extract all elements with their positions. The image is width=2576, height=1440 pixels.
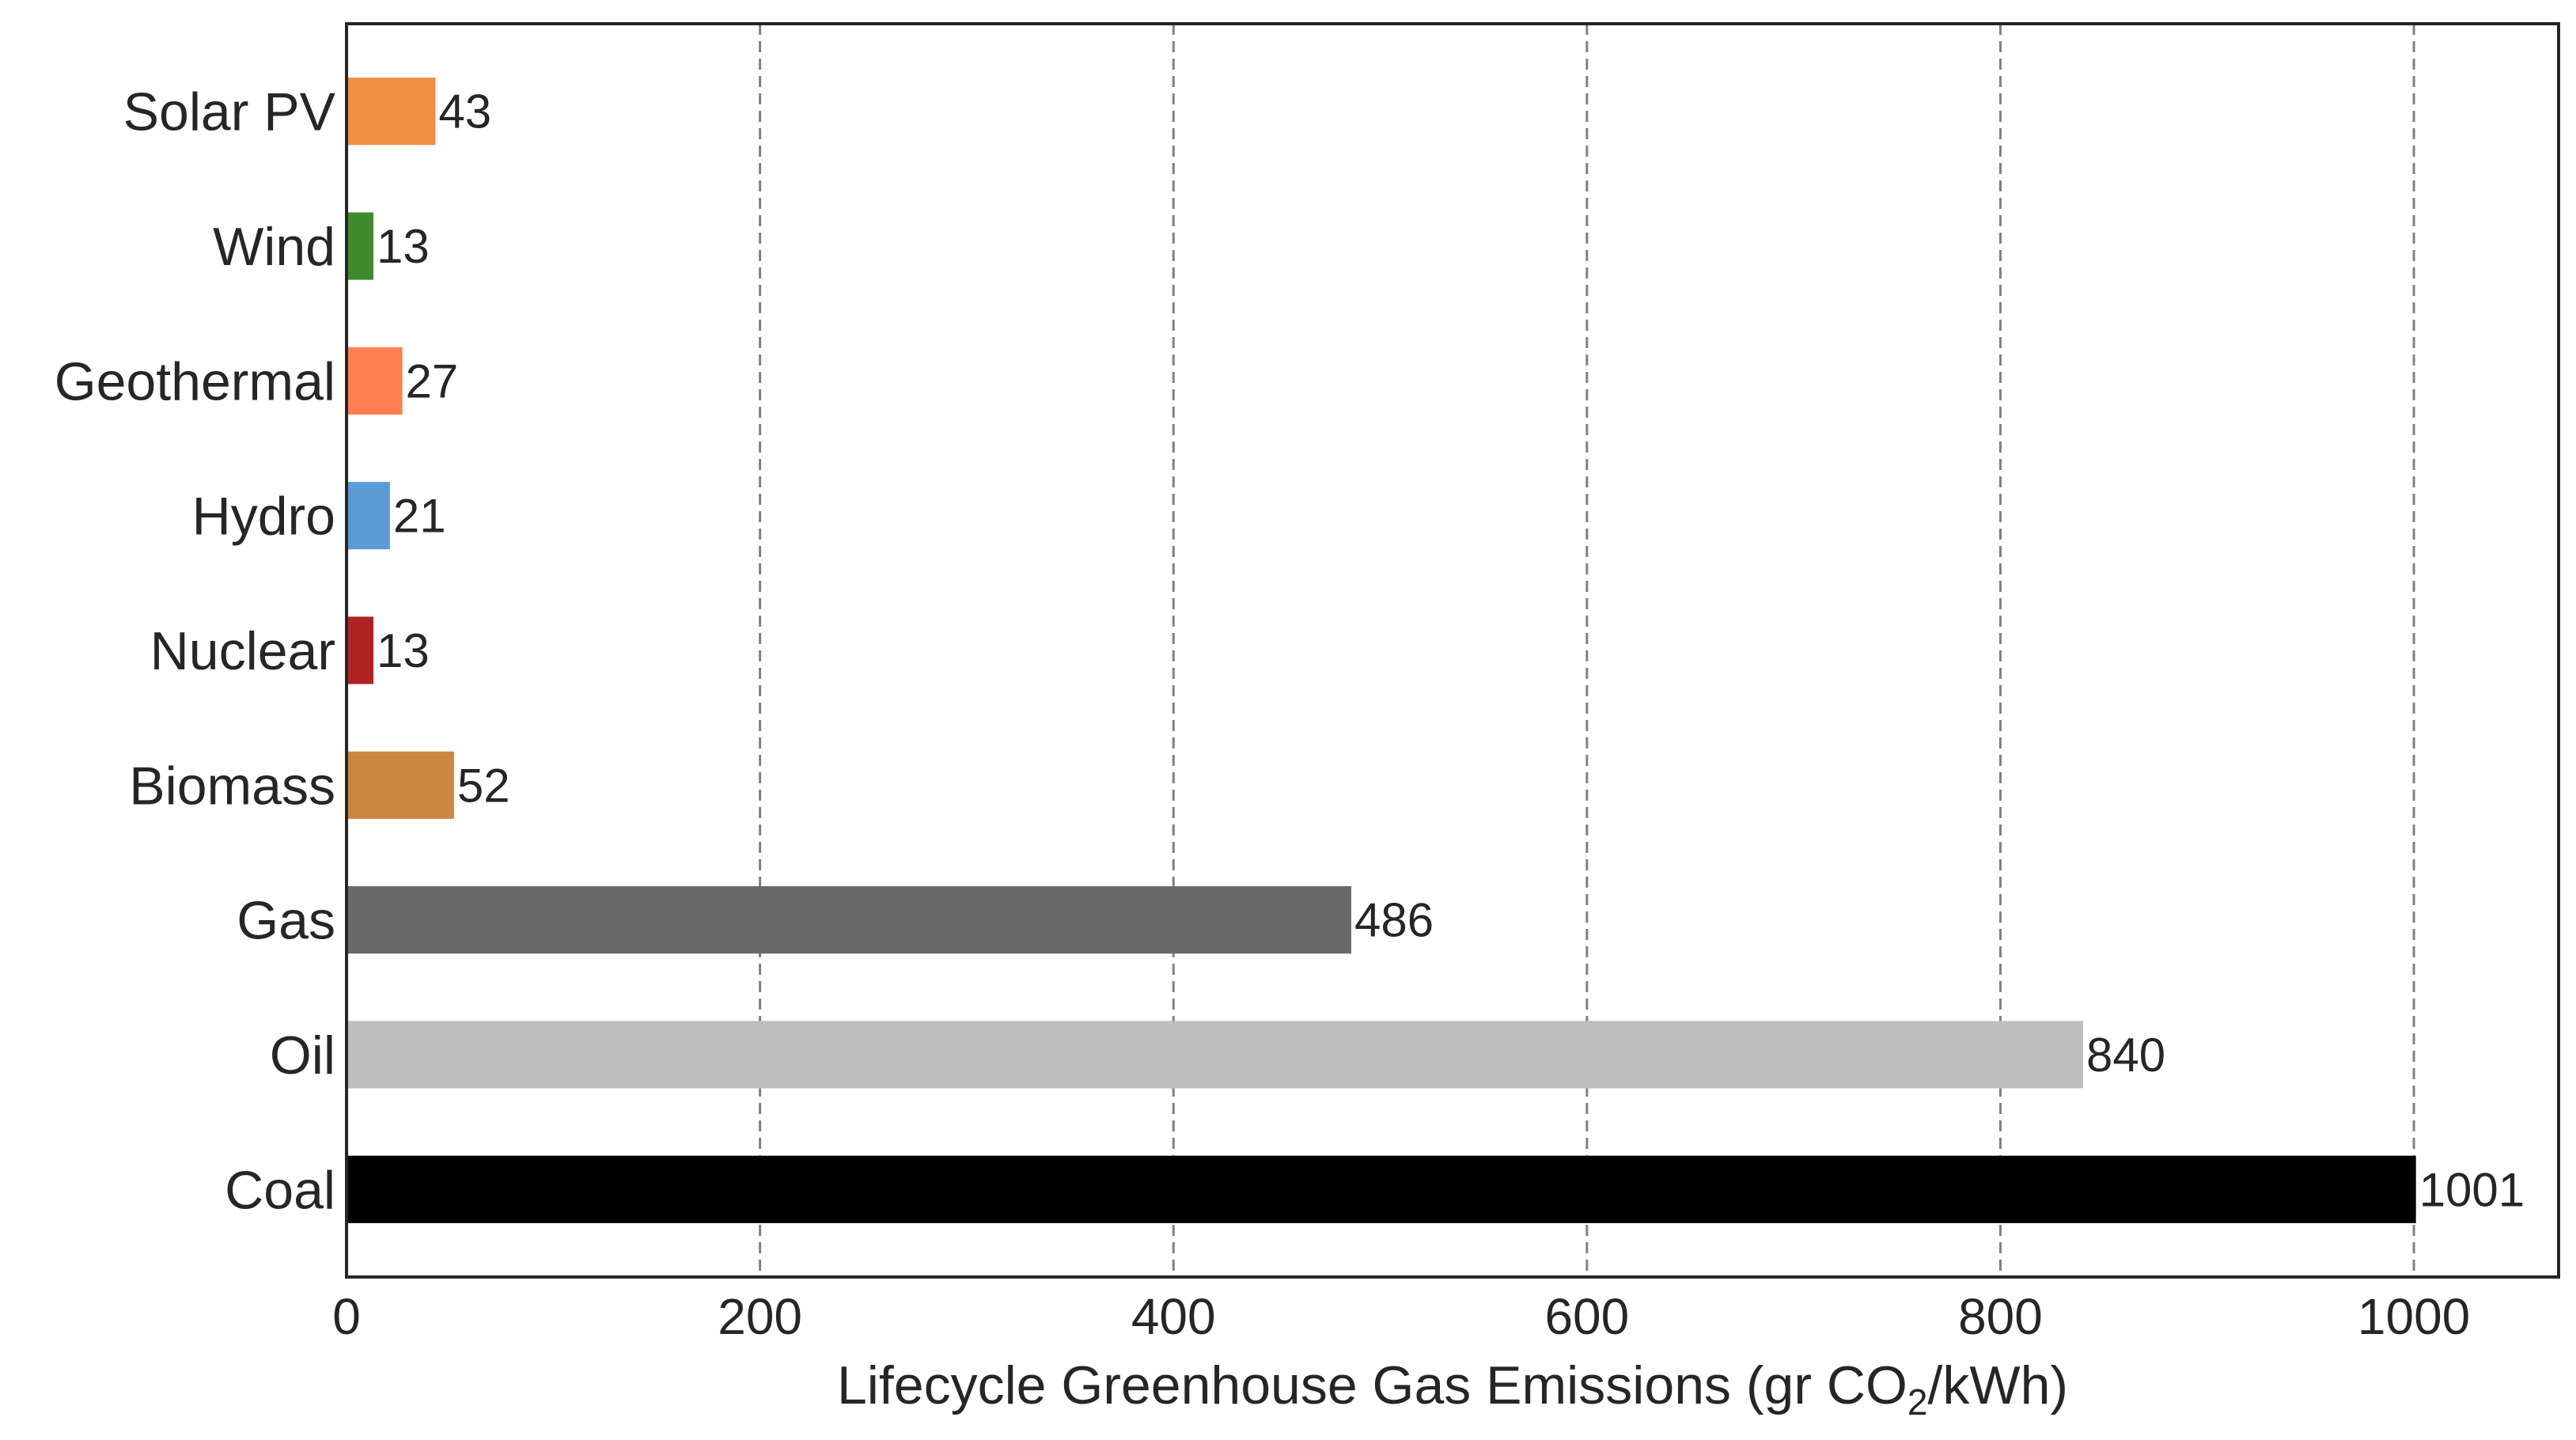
data-label-oil: 840 <box>2086 1029 2165 1082</box>
x-tick-label-1000: 1000 <box>2358 1288 2470 1345</box>
category-label-gas: Gas <box>237 891 335 951</box>
data-label-gas: 486 <box>1354 894 1434 947</box>
x-axis-title: Lifecycle Greenhouse Gas Emissions (gr C… <box>837 1355 2068 1423</box>
x-tick-label-800: 800 <box>1958 1288 2043 1345</box>
category-label-oil: Oil <box>270 1025 335 1086</box>
category-label-nuclear: Nuclear <box>150 621 335 681</box>
data-label-nuclear: 13 <box>377 624 430 677</box>
bar-coal <box>347 1155 2416 1223</box>
bar-wind <box>347 212 373 280</box>
category-labels: Solar PV Wind Geothermal Hydro Nuclear Biomas… <box>55 82 336 1221</box>
category-label-coal: Coal <box>225 1160 335 1220</box>
data-label-geothermal: 27 <box>406 354 459 407</box>
gridlines <box>759 24 2415 1277</box>
data-label-wind: 13 <box>377 220 430 273</box>
data-label-solar-pv: 43 <box>438 85 491 138</box>
x-tick-labels: 0 200 400 600 800 1000 <box>332 1288 2470 1345</box>
data-label-biomass: 52 <box>457 759 510 812</box>
category-label-biomass: Biomass <box>129 756 335 816</box>
x-axis-title-prefix: Lifecycle Greenhouse Gas Emissions (gr C… <box>837 1355 1907 1415</box>
x-tick-label-600: 600 <box>1544 1288 1629 1345</box>
bar-biomass <box>347 751 454 819</box>
data-label-coal: 1001 <box>2419 1163 2525 1216</box>
bar-gas <box>347 886 1351 954</box>
x-axis-title-subscript: 2 <box>1907 1381 1928 1423</box>
data-labels: 43 13 27 21 13 52 486 840 1001 <box>377 85 2525 1217</box>
bar-solar-pv <box>347 78 436 146</box>
category-label-solar-pv: Solar PV <box>123 82 336 142</box>
bar-geothermal <box>347 347 403 415</box>
x-axis-title-suffix: /kWh) <box>1928 1355 2069 1415</box>
category-label-hydro: Hydro <box>192 487 335 547</box>
bars <box>347 78 2416 1223</box>
x-tick-label-0: 0 <box>332 1288 361 1345</box>
plot-frame <box>345 22 2560 1279</box>
bar-hydro <box>347 482 390 550</box>
x-tick-label-200: 200 <box>718 1288 802 1345</box>
category-label-geothermal: Geothermal <box>55 351 335 411</box>
data-label-hydro: 21 <box>393 490 446 543</box>
bar-oil <box>347 1021 2083 1089</box>
category-label-wind: Wind <box>213 217 335 277</box>
bar-nuclear <box>347 616 373 684</box>
x-tick-label-400: 400 <box>1131 1288 1216 1345</box>
